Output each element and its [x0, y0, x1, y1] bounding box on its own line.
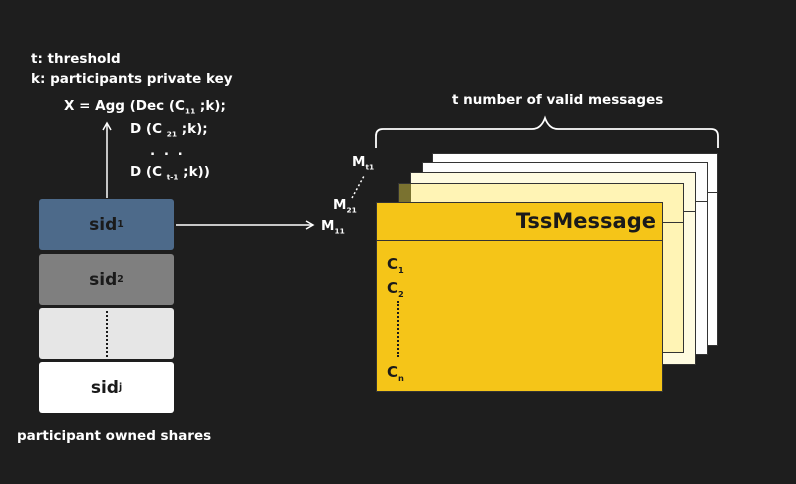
field-c1: C1	[387, 255, 404, 275]
shares-caption: participant owned shares	[17, 428, 212, 444]
brace-label: t number of valid messages	[452, 92, 664, 108]
legend-private-key: k: participants private key	[31, 71, 233, 87]
field-cn: Cn	[387, 363, 404, 383]
formula-line-1: X = Agg (Dec (C11 ;k);	[64, 98, 226, 116]
formula-line-3: D (C t-1 ;k))	[130, 164, 210, 182]
brace	[375, 115, 719, 148]
label-m-21: M21	[333, 197, 357, 215]
field-dots-line	[397, 301, 399, 357]
share-sid-2: sid 2	[39, 254, 174, 305]
field-c2: C2	[387, 279, 404, 299]
dotted-connector	[351, 175, 365, 199]
share-sid-1: sid 1	[39, 199, 174, 250]
share-dots	[39, 308, 174, 359]
tss-message-card: TssMessage C1 C2 Cn	[376, 202, 663, 392]
label-m-11: M11	[321, 218, 345, 236]
formula-line-2: D (C 21 ;k);	[130, 121, 208, 139]
formula-dots: . . .	[150, 143, 185, 159]
legend-threshold: t: threshold	[31, 51, 121, 67]
share-dots-line	[105, 310, 108, 357]
share-sid-j: sid j	[39, 362, 174, 413]
label-m-t1: Mt1	[352, 154, 375, 172]
tss-message-title: TssMessage	[515, 209, 656, 233]
